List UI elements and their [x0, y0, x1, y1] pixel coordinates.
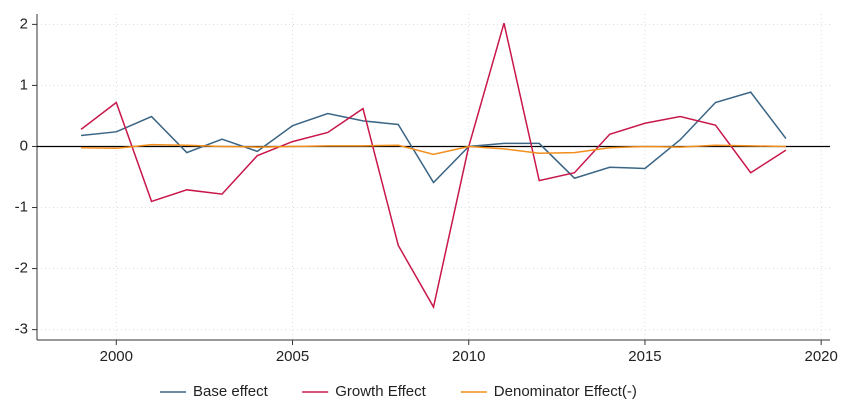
x-tick-label: 2000 [100, 348, 133, 365]
y-tick-label: 1 [20, 76, 28, 93]
x-tick-label: 2010 [452, 348, 485, 365]
legend-label: Denominator Effect(-) [494, 383, 637, 400]
series-line [80, 91, 787, 184]
legend-label: Base effect [193, 383, 269, 400]
series-line [80, 22, 787, 310]
x-tick-label: 2015 [628, 348, 661, 365]
x-tick-label: 2020 [805, 348, 838, 365]
y-tick-label: -3 [15, 321, 28, 338]
y-tick-label: -1 [15, 198, 28, 215]
series-line [81, 143, 786, 156]
x-tick-label: 2005 [276, 348, 309, 365]
legend-label: Growth Effect [335, 383, 426, 400]
y-tick-label: -2 [15, 260, 28, 277]
y-tick-label: 0 [20, 137, 28, 154]
y-tick-label: 2 [20, 15, 28, 32]
